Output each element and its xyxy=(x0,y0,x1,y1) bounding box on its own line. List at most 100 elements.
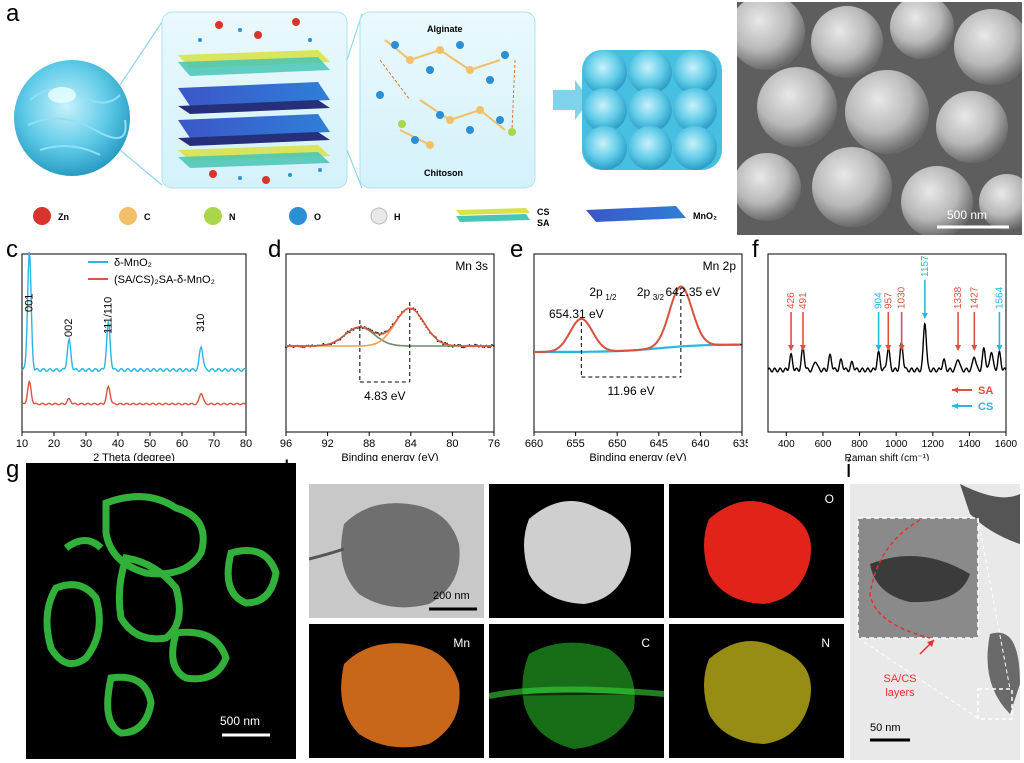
x-tick-label: 20 xyxy=(48,438,60,450)
x-tick-label: 70 xyxy=(208,438,220,450)
alginate-label: Alginate xyxy=(427,24,463,34)
peak-label-1: 491 xyxy=(798,292,809,309)
x-axis-label: 2 Theta (degree) xyxy=(93,452,175,461)
x-tick-label: 645 xyxy=(650,438,668,450)
x-tick-label: 650 xyxy=(608,438,626,450)
panel-label-i: i xyxy=(846,458,851,482)
x-tick-label: 600 xyxy=(815,439,832,450)
x-tick-label: 30 xyxy=(80,438,92,450)
hrtem-image: SA/CS layers 50 nm xyxy=(850,484,1020,760)
legend-label-1: CS xyxy=(978,401,993,413)
cs-label: CS xyxy=(537,207,550,217)
legend-label-0: δ-MnO₂ xyxy=(114,257,152,269)
fluorescence-image: 500 nm xyxy=(26,463,296,759)
mn-map-label: Mn xyxy=(453,636,470,650)
peak-arrowhead-6 xyxy=(955,345,961,351)
legend-label-1: (SA/CS)₂SA-δ-MnO₂ xyxy=(114,274,215,286)
cs-sa-layer-legend xyxy=(456,208,530,222)
sa-label: SA xyxy=(537,218,550,228)
peak-label-1: 002 xyxy=(63,319,75,337)
peak-arrowhead-7 xyxy=(971,345,977,351)
peak-label-0: 426 xyxy=(786,292,797,309)
panel-f-raman: 400 600 800 1000 1200 1400 1600 Raman shift (cm… xyxy=(750,236,1024,461)
peak-arrowhead-0 xyxy=(788,345,794,351)
series-line-1 xyxy=(22,382,246,405)
separation-label: 11.96 eV xyxy=(608,384,655,398)
hrtem-scale-bar: 50 nm xyxy=(870,722,901,734)
panel-a-schematic: Alginate Chitoson Zn C N O H xyxy=(0,0,735,240)
x-tick-label: 96 xyxy=(280,438,292,450)
x-tick-label: 1400 xyxy=(958,439,981,450)
legend-label-0: SA xyxy=(978,385,993,397)
data-point xyxy=(493,345,495,347)
sa-cs-layers-label: SA/CS layers xyxy=(868,672,932,700)
x-tick-label: 60 xyxy=(176,438,188,450)
panel-label-g: g xyxy=(6,458,19,482)
separation-label: 4.83 eV xyxy=(364,389,405,403)
mn3s-chart: 96 92 88 84 80 76 Binding energy (eV) Mn 3s 4.83… xyxy=(262,236,502,461)
peak-arrowhead-2 xyxy=(876,345,882,351)
orbital-label-2: 2p xyxy=(637,285,651,299)
peak-label-3: 957 xyxy=(883,292,894,309)
x-tick-label: 80 xyxy=(446,438,458,450)
peak-arrowhead-3 xyxy=(885,345,891,351)
c-map-image: C xyxy=(489,624,664,758)
orbital-label-1: 2p xyxy=(589,285,603,299)
peak-label-8: 1564 xyxy=(994,286,1005,309)
x-tick-label: 92 xyxy=(321,438,333,450)
panel-c-xrd: 10 20 30 40 50 60 70 80 2 Theta (degree) δ-MnO₂ (S… xyxy=(0,236,258,461)
peak-value-label-1: 654.31 eV xyxy=(549,307,604,321)
x-tick-label: 400 xyxy=(778,439,795,450)
sem-scale-bar: 500 nm xyxy=(947,208,987,222)
orbital-sub-2: 3/2 xyxy=(653,293,665,302)
legend-arrow-0 xyxy=(952,387,958,393)
legend-o: O xyxy=(314,212,321,222)
x-tick-label: 88 xyxy=(363,438,375,450)
peak-label-7: 1427 xyxy=(969,286,980,309)
c-map-label: C xyxy=(641,636,650,650)
legend-n: N xyxy=(229,212,236,222)
fit-component-1 xyxy=(286,308,492,346)
peak-label-5: 1157 xyxy=(920,255,931,277)
peak-label-0: 001 xyxy=(23,294,35,312)
raman-chart: 400 600 800 1000 1200 1400 1600 Raman shift (cm… xyxy=(750,236,1024,461)
x-axis-label: Raman shift (cm⁻¹) xyxy=(845,453,930,461)
x-axis-label: Binding energy (eV) xyxy=(589,452,686,461)
peak-value-label-2: 642.35 eV xyxy=(665,285,720,299)
panel-d-mn3s: 96 92 88 84 80 76 Binding energy (eV) Mn 3s 4.83… xyxy=(262,236,502,461)
mno2-label: MnO₂ xyxy=(693,211,717,221)
peak-label-4: 1030 xyxy=(897,286,908,309)
x-tick-label: 50 xyxy=(144,438,156,450)
fit-envelope xyxy=(286,308,492,346)
peak-arrowhead-1 xyxy=(800,345,806,351)
mno2-layer-legend xyxy=(586,206,686,222)
layers-label-line2: layers xyxy=(868,686,932,700)
panel-e-mn2p: 660 655 650 645 640 635 Binding energy (eV) Mn … xyxy=(504,236,748,461)
x-tick-label: 640 xyxy=(691,438,709,450)
legend-c: C xyxy=(144,212,151,222)
coated-particle-sphere xyxy=(14,60,130,176)
x-axis-label: Binding energy (eV) xyxy=(341,452,438,461)
fluorescence-scale-bar: 500 nm xyxy=(220,714,260,728)
layers-label-line1: SA/CS xyxy=(868,672,932,686)
sem-micrograph xyxy=(737,2,1022,235)
molecular-structure-box: Alginate Chitoson xyxy=(360,12,535,188)
o-map-label: O xyxy=(825,492,834,506)
x-tick-label: 1200 xyxy=(922,439,945,450)
x-tick-label: 40 xyxy=(112,438,124,450)
chart-title: Mn 2p xyxy=(703,259,737,273)
peak-label-2: 111/110 xyxy=(102,297,114,334)
tem-image: 200 nm xyxy=(309,484,484,618)
orbital-sub-1: 1/2 xyxy=(605,293,617,302)
x-tick-label: 1000 xyxy=(885,439,908,450)
x-tick-label: 84 xyxy=(405,438,417,450)
sem-image: 500 nm xyxy=(737,2,1022,235)
particle-cluster xyxy=(582,50,722,170)
x-tick-label: 10 xyxy=(16,438,28,450)
legend-arrow-1 xyxy=(952,403,958,409)
x-tick-label: 655 xyxy=(566,438,584,450)
peak-arrowhead-8 xyxy=(996,345,1002,351)
legend-zn: Zn xyxy=(58,212,69,222)
peak-arrowhead-5 xyxy=(922,313,928,319)
n-map-label: N xyxy=(821,636,830,650)
